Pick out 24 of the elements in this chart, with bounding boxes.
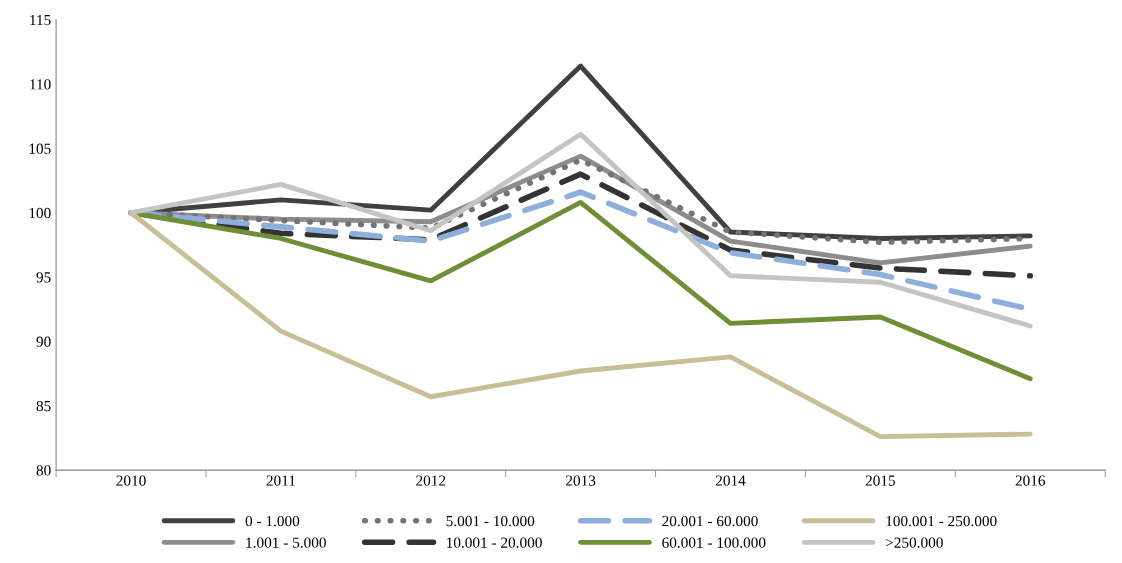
x-tick-label: 2013 [566,475,596,486]
x-tick-label: 2015 [865,475,896,486]
y-tick-label: 90 [36,336,51,347]
line-series [128,131,1033,329]
x-tick-label: 2010 [116,475,146,486]
y-tick-label: 95 [36,272,51,283]
y-tick-label: 110 [30,79,51,90]
y-tick-label: 100 [29,207,51,219]
x-tick-label: 2016 [1015,475,1046,486]
y-tick-label: 105 [29,143,51,154]
x-tick-label: 2011 [266,475,295,486]
y-tick-label: 85 [36,400,51,412]
legend-label: 1.001 - 5.000 [246,537,326,548]
y-tick-label: 80 [36,465,51,476]
x-tick-label: 2012 [416,475,446,486]
y-tick-label: 115 [30,14,51,26]
legend-label: 60.001 - 100.000 [662,537,766,548]
legend-label: 5.001 - 10.000 [446,515,535,527]
legend-label: 0 - 1.000 [245,515,300,527]
x-tick-label: 2014 [715,475,746,486]
legend-label: 10.001 - 20.000 [447,537,542,548]
legend-label: >250.000 [885,537,943,548]
legend-label: 20.001 - 60.000 [662,515,758,527]
legend-label: 100.001 - 250.000 [886,515,997,527]
